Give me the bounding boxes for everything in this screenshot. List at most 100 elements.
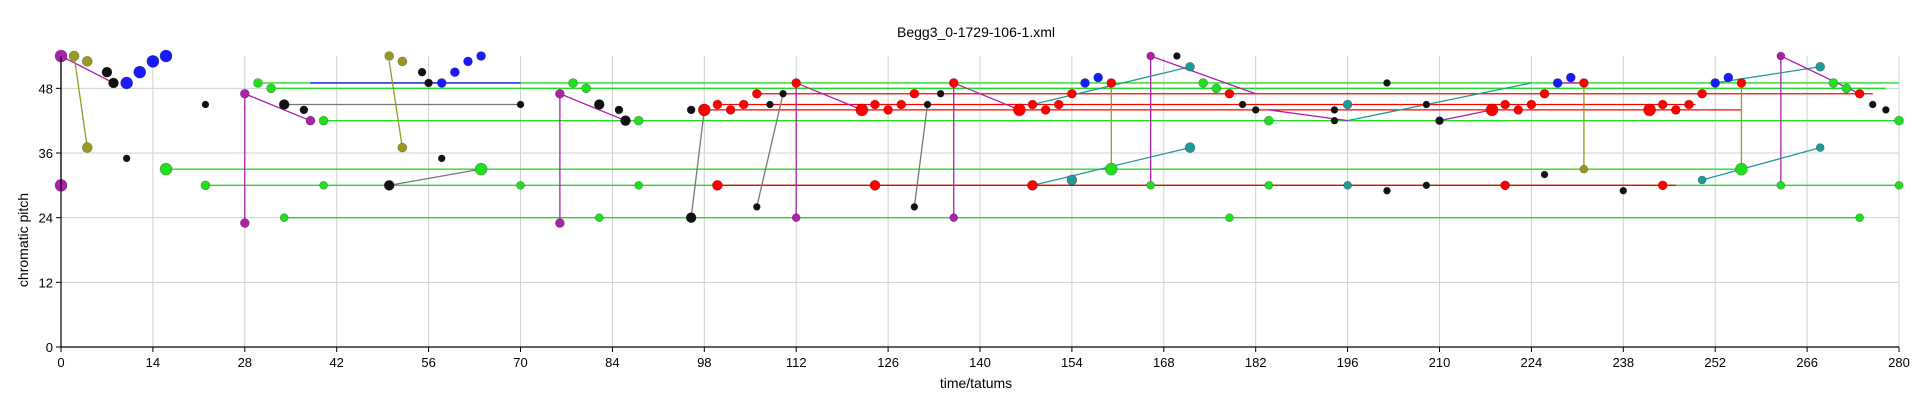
data-point xyxy=(397,56,408,67)
series-line xyxy=(795,82,863,111)
x-tick-label: 210 xyxy=(1429,355,1451,370)
data-point xyxy=(738,99,749,110)
x-tick-label: 70 xyxy=(513,355,527,370)
data-point xyxy=(417,67,427,77)
series-line xyxy=(1150,55,1256,95)
series-line xyxy=(953,82,1020,111)
data-point xyxy=(1040,105,1051,115)
y-tick-label: 0 xyxy=(46,340,53,355)
data-point xyxy=(1868,100,1877,109)
y-axis-label: chromatic pitch xyxy=(15,193,31,287)
data-point xyxy=(1854,88,1865,99)
data-point xyxy=(725,105,736,115)
data-point xyxy=(1579,78,1589,88)
data-point xyxy=(1198,78,1208,88)
data-point xyxy=(1841,83,1852,94)
data-point xyxy=(1027,180,1038,191)
data-point xyxy=(633,115,644,126)
x-tick-label: 0 xyxy=(57,355,64,370)
x-axis-label: time/tatums xyxy=(940,375,1012,391)
x-tick-label: 56 xyxy=(421,355,435,370)
data-point xyxy=(1657,180,1668,191)
data-point xyxy=(437,154,446,163)
data-point xyxy=(614,105,624,115)
data-point xyxy=(1526,99,1537,110)
data-point xyxy=(1855,213,1864,222)
data-point xyxy=(1776,181,1786,190)
data-point xyxy=(516,181,525,190)
x-tick-label: 28 xyxy=(238,355,252,370)
data-point xyxy=(240,218,250,228)
data-point xyxy=(266,83,276,94)
series-line xyxy=(1439,109,1493,122)
data-point xyxy=(593,99,605,110)
data-point xyxy=(1643,103,1656,117)
data-point xyxy=(318,115,329,126)
data-point xyxy=(159,162,173,176)
data-points xyxy=(54,49,1904,228)
series-line xyxy=(60,55,114,84)
data-point xyxy=(1894,181,1904,190)
data-point xyxy=(133,65,147,79)
y-tick-label: 36 xyxy=(39,146,53,161)
data-point xyxy=(1184,142,1196,153)
data-point xyxy=(555,218,565,228)
data-point xyxy=(81,142,93,153)
data-point xyxy=(883,105,893,115)
data-point xyxy=(697,103,711,117)
x-tick-label: 168 xyxy=(1153,355,1175,370)
data-point xyxy=(753,203,761,211)
data-point xyxy=(383,180,395,191)
data-point xyxy=(1343,181,1352,190)
data-point xyxy=(436,78,447,88)
series-lines xyxy=(60,55,1899,224)
data-point xyxy=(120,76,133,90)
data-point xyxy=(1513,105,1524,115)
data-point xyxy=(870,99,880,110)
data-point xyxy=(1146,51,1155,61)
data-point xyxy=(1697,88,1707,99)
x-tick-label: 112 xyxy=(786,355,807,370)
grid xyxy=(60,56,1900,348)
data-point xyxy=(869,180,881,191)
data-point xyxy=(1146,181,1155,190)
data-point xyxy=(1552,78,1563,88)
data-point xyxy=(936,89,945,98)
x-tick-label: 98 xyxy=(697,355,711,370)
data-point xyxy=(1540,170,1549,179)
data-point xyxy=(1500,99,1510,110)
series-line xyxy=(389,168,482,186)
data-point xyxy=(1485,103,1499,117)
data-point xyxy=(1539,88,1550,99)
data-point xyxy=(101,66,113,78)
data-point xyxy=(319,181,328,190)
series-line xyxy=(690,109,705,218)
data-point xyxy=(1053,99,1064,110)
data-point xyxy=(1238,100,1247,109)
data-point xyxy=(474,162,488,176)
data-point xyxy=(1027,99,1038,110)
data-point xyxy=(81,56,93,67)
data-point xyxy=(1500,180,1510,191)
data-point xyxy=(1067,88,1077,99)
data-point xyxy=(779,89,787,98)
data-point xyxy=(201,100,210,109)
data-point xyxy=(791,78,802,88)
data-point xyxy=(463,56,473,67)
data-point xyxy=(1684,99,1694,110)
data-point xyxy=(1710,78,1720,88)
data-point xyxy=(1697,175,1707,185)
data-point xyxy=(949,213,959,222)
data-point xyxy=(424,78,433,88)
data-point xyxy=(108,77,119,89)
x-tick-label: 154 xyxy=(1061,355,1083,370)
data-point xyxy=(1185,61,1195,72)
data-point xyxy=(1894,115,1904,126)
y-tick-label: 48 xyxy=(39,81,53,96)
data-point xyxy=(555,88,565,99)
data-point xyxy=(1828,78,1839,88)
data-point xyxy=(1106,78,1117,88)
data-point xyxy=(1264,115,1274,126)
x-tick-label: 280 xyxy=(1888,355,1910,370)
